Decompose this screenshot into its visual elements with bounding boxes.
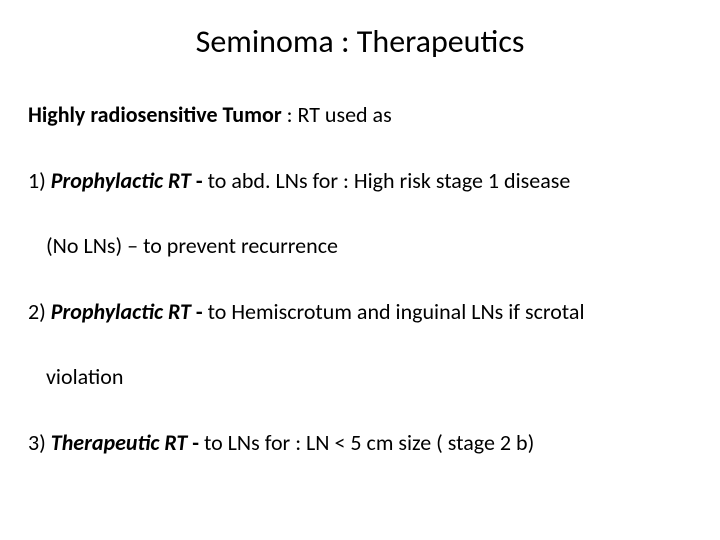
intro-bold: Highly radiosensitive Tumor: [28, 101, 282, 128]
item-2-num: 2): [28, 298, 51, 325]
item-1-num: 1): [28, 167, 51, 194]
item-2-continuation: violation: [28, 363, 692, 391]
slide: Seminoma : Therapeutics Highly radiosens…: [0, 0, 720, 540]
item-1: 1) Prophylactic RT - to abd. LNs for : H…: [28, 167, 692, 195]
item-1-label: Prophylactic RT: [51, 167, 191, 194]
item-1-continuation: (No LNs) – to prevent recurrence: [28, 232, 692, 260]
item-3-num: 3): [28, 429, 51, 456]
intro-line: Highly radiosensitive Tumor : RT used as: [28, 101, 692, 129]
item-1-rest: to abd. LNs for : High risk stage 1 dise…: [208, 167, 571, 194]
item-2: 2) Prophylactic RT - to Hemiscrotum and …: [28, 298, 692, 326]
item-1-dash: -: [191, 167, 208, 194]
item-3-dash: -: [187, 429, 204, 456]
item-2-dash: -: [196, 298, 208, 325]
item-3: 3) Therapeutic RT - to LNs for : LN < 5 …: [28, 429, 692, 457]
item-2-label: Prophylactic RT: [51, 298, 196, 325]
slide-title: Seminoma : Therapeutics: [28, 22, 692, 61]
intro-rest: : RT used as: [282, 101, 392, 128]
item-2-rest: to Hemiscrotum and inguinal LNs if scrot…: [208, 298, 585, 325]
item-3-label: Therapeutic RT: [51, 429, 187, 456]
item-3-rest: to LNs for : LN < 5 cm size ( stage 2 b): [204, 429, 534, 456]
